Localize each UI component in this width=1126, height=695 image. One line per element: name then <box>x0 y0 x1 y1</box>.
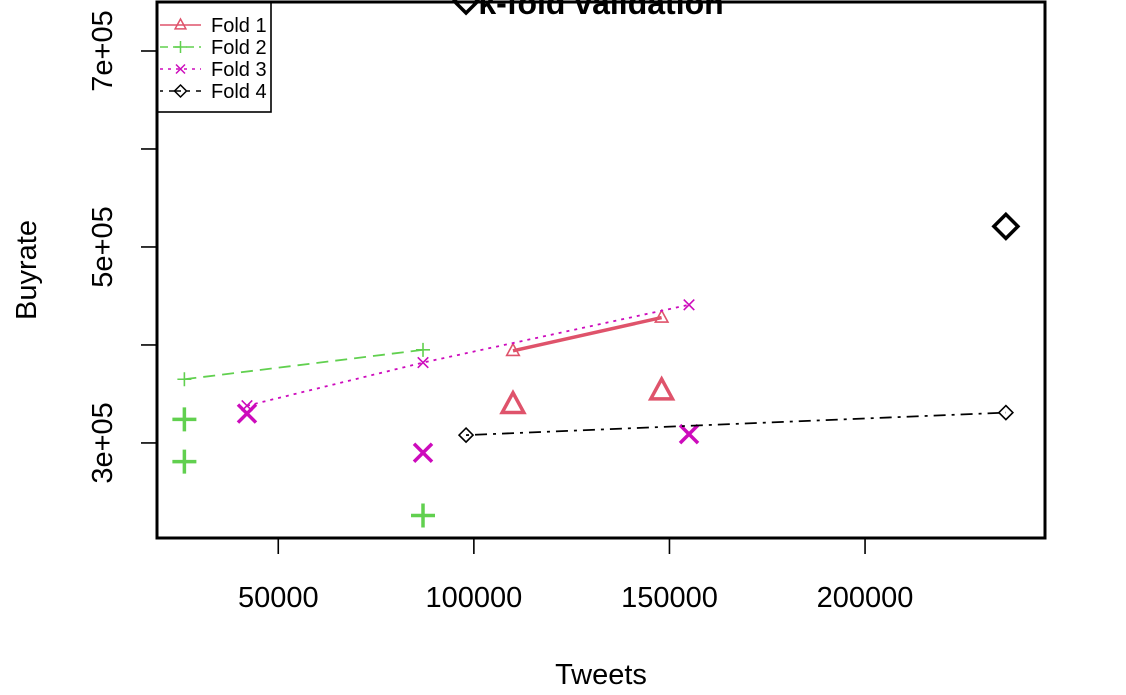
test-point-fold-3 <box>412 442 434 463</box>
series-line-fold-4 <box>466 411 1006 437</box>
series-line-fold-3 <box>246 303 690 407</box>
y-tick-label: 3e+05 <box>87 402 119 483</box>
legend-marker <box>175 63 186 75</box>
x-axis-label: Tweets <box>555 659 647 691</box>
train-point-fold-2 <box>177 372 192 387</box>
test-point-fold-4 <box>991 211 1021 241</box>
train-point-fold-1 <box>505 342 521 357</box>
legend-marker <box>174 41 187 53</box>
train-point-fold-4 <box>457 426 475 444</box>
series-line-fold-2 <box>184 348 424 381</box>
test-point-fold-4 <box>451 0 481 16</box>
test-point-fold-2 <box>172 449 197 474</box>
x-tick-label: 200000 <box>817 582 914 614</box>
train-point-fold-3 <box>683 298 695 311</box>
plot-frame <box>155 0 1047 540</box>
x-tick-label: 100000 <box>425 582 522 614</box>
test-point-fold-3 <box>236 403 258 424</box>
train-point-fold-4 <box>997 404 1015 421</box>
test-point-fold-1 <box>647 375 676 401</box>
x-tick-label: 150000 <box>621 582 718 614</box>
series-line-fold-1 <box>512 315 663 353</box>
chart-title: k-fold validation <box>478 0 723 21</box>
y-axis-label: Buyrate <box>11 220 43 320</box>
y-tick-label: 5e+05 <box>87 206 119 287</box>
legend-entry-fold-3: Fold 3 <box>160 59 267 81</box>
train-point-fold-3 <box>417 356 429 369</box>
legend-label: Fold 1 <box>211 15 267 37</box>
legend-marker <box>173 17 188 30</box>
test-point-fold-2 <box>411 503 436 528</box>
legend-marker <box>173 83 188 99</box>
x-tick-label: 50000 <box>238 582 319 614</box>
legend-entry-fold-1: Fold 1 <box>160 15 267 37</box>
train-point-fold-1 <box>653 308 670 323</box>
legend-entry-fold-4: Fold 4 <box>160 81 267 103</box>
test-point-fold-2 <box>172 407 197 432</box>
legend-label: Fold 4 <box>211 81 267 103</box>
legend-box <box>156 1 272 113</box>
y-tick-label: 7e+05 <box>87 10 119 91</box>
train-point-fold-2 <box>416 342 431 357</box>
legend-label: Fold 2 <box>211 37 267 59</box>
axes: 50000 100000 150000 200000 3e+05 5e+05 7e+05 <box>87 10 913 614</box>
legend-label: Fold 3 <box>211 59 267 81</box>
legend-entry-fold-2: Fold 2 <box>160 37 267 59</box>
test-point-fold-3 <box>678 423 700 445</box>
test-point-fold-1 <box>499 389 527 415</box>
plot-marks <box>172 0 1021 528</box>
